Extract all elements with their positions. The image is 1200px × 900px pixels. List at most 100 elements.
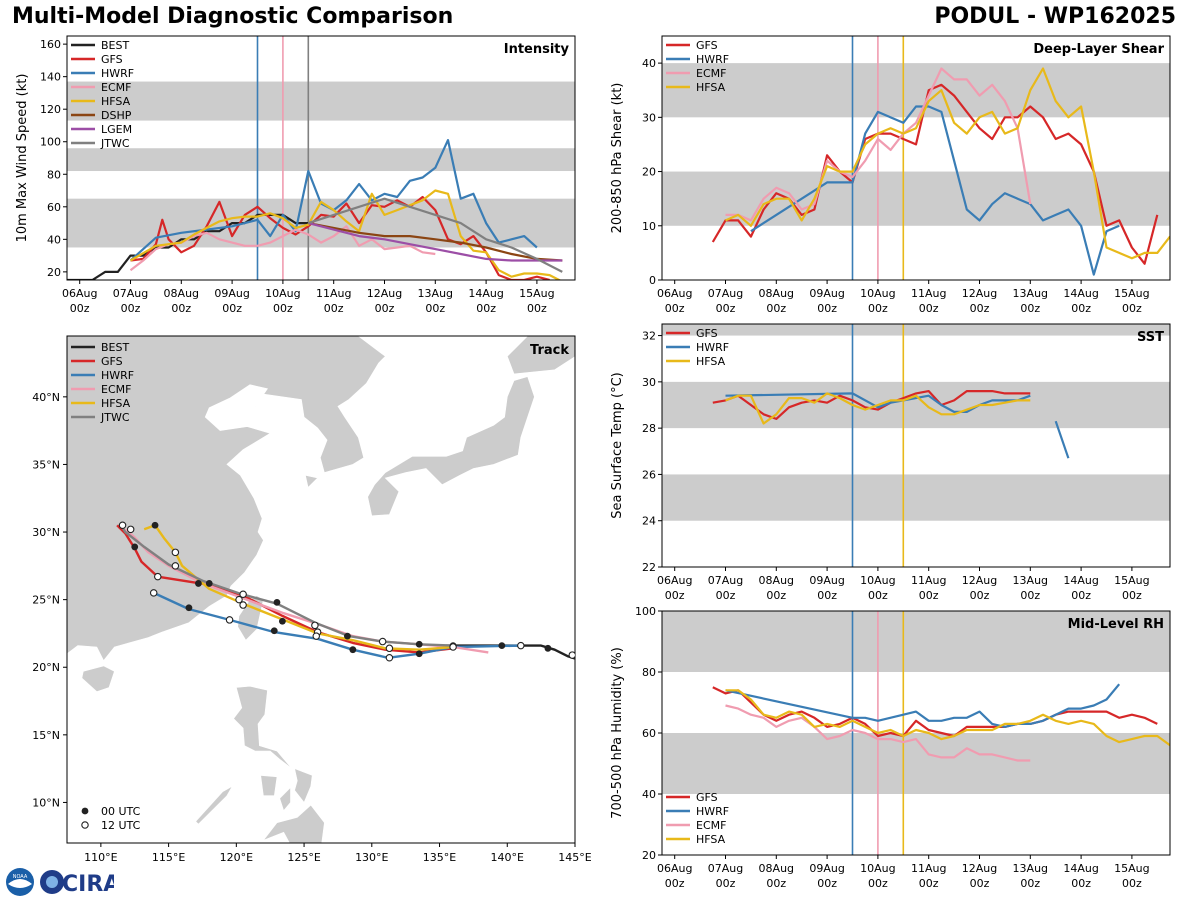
shear-xtick-label-hour: 00z xyxy=(1020,302,1040,315)
intensity-xtick-label-hour: 00z xyxy=(171,302,191,315)
track-legend-label-gfs: GFS xyxy=(101,355,123,368)
shear-shade-band xyxy=(662,171,1170,226)
shear-ytick-label: 30 xyxy=(642,111,656,124)
track-marker-00utc xyxy=(415,650,423,658)
track-marker-00utc xyxy=(273,598,281,606)
track-marker-00utc xyxy=(349,646,357,654)
track-legend-label-jtwc: JTWC xyxy=(100,411,130,424)
track-ytick-label: 35°N xyxy=(32,458,60,471)
shear-xtick-label-hour: 00z xyxy=(868,302,888,315)
intensity-legend-label-hwrf: HWRF xyxy=(101,67,134,80)
rh-ytick-label: 60 xyxy=(642,727,656,740)
sst-plot-area xyxy=(662,324,1170,567)
sst-xtick-label-hour: 00z xyxy=(1122,589,1142,602)
noaa-logo-text: NOAA xyxy=(13,874,28,880)
sst-xtick-label: 10Aug xyxy=(860,574,895,587)
shear-legend-label-hwrf: HWRF xyxy=(696,53,729,66)
track-marker-12utc xyxy=(171,562,180,570)
sst-xtick-label-hour: 00z xyxy=(919,589,939,602)
intensity-xtick-label-hour: 00z xyxy=(527,302,547,315)
rh-xtick-label-hour: 00z xyxy=(817,877,837,890)
shear-series-ecmf xyxy=(725,67,1032,222)
rh-ylabel: 700-500 hPa Humidity (%) xyxy=(610,647,625,819)
shear-xtick-label-hour: 00z xyxy=(665,302,685,315)
rh-series-hfsa xyxy=(725,689,1170,747)
sst-xtick-label-hour: 00z xyxy=(1071,589,1091,602)
sst-xtick-label: 12Aug xyxy=(962,574,997,587)
intensity-xtick-label-hour: 00z xyxy=(375,302,395,315)
rh-panel: 20 40 60 80 100 06Aug 00z 07Aug 00z 08Aug 00z 09Aug… xyxy=(610,605,1171,890)
intensity-ylabel: 10m Max Wind Speed (kt) xyxy=(15,74,30,243)
track-marker-12utc xyxy=(239,590,247,598)
sst-shade-band xyxy=(662,381,1170,429)
track-xtick-label: 135°E xyxy=(423,851,456,864)
track-ytick-label: 30°N xyxy=(32,526,60,539)
shear-xtick-label-hour: 00z xyxy=(766,302,786,315)
jeju-island xyxy=(305,474,319,488)
shear-xtick-label: 07Aug xyxy=(708,287,743,300)
shear-xtick-label: 12Aug xyxy=(962,287,997,300)
sst-xtick-label: 06Aug xyxy=(657,574,692,587)
agency-logos: NOAA CIRA xyxy=(6,868,114,897)
intensity-xtick-label-hour: 00z xyxy=(273,302,293,315)
cebu-island xyxy=(279,786,291,812)
sst-xtick-label-hour: 00z xyxy=(868,589,888,602)
shear-xtick-label-hour: 00z xyxy=(970,302,990,315)
intensity-xtick-label: 11Aug xyxy=(316,287,351,300)
sst-xtick-label-hour: 00z xyxy=(716,589,736,602)
track-marker-12utc xyxy=(378,637,387,646)
track-ytick-label: 25°N xyxy=(32,594,60,607)
shear-legend-label-hfsa: HFSA xyxy=(696,81,726,94)
rh-shade-band xyxy=(662,611,1170,672)
rh-ytick-label: 40 xyxy=(642,788,656,801)
track-marker-12utc xyxy=(239,601,247,609)
sst-xtick-label-hour: 00z xyxy=(766,589,786,602)
intensity-shade-band xyxy=(67,198,575,248)
sst-xtick-label: 11Aug xyxy=(911,574,946,587)
shear-xtick-label: 10Aug xyxy=(860,287,895,300)
cira-logo: CIRA xyxy=(40,870,114,897)
track-marker-12utc xyxy=(385,654,394,662)
storm-id-title: PODUL - WP162025 xyxy=(934,4,1176,29)
shear-series-hfsa xyxy=(725,67,1170,260)
track-marker-00utc xyxy=(278,617,286,625)
intensity-xtick-label: 09Aug xyxy=(214,287,249,300)
intensity-xtick-label: 14Aug xyxy=(468,287,503,300)
track-xtick-label: 145°E xyxy=(558,851,591,864)
sst-panel-title: SST xyxy=(1137,330,1164,345)
intensity-ytick-label: 120 xyxy=(40,103,61,116)
shear-xtick-label-hour: 00z xyxy=(817,302,837,315)
track-marker-12utc xyxy=(149,589,158,597)
track-legend-label-hfsa: HFSA xyxy=(101,397,131,410)
intensity-series-jtwc xyxy=(307,197,563,273)
sst-ytick-label: 22 xyxy=(642,561,656,574)
intensity-ytick-label: 140 xyxy=(40,71,61,84)
sst-ytick-label: 32 xyxy=(642,330,656,343)
rh-xtick-label-hour: 00z xyxy=(665,877,685,890)
track-legend-label-12utc: 12 UTC xyxy=(101,819,141,832)
sst-ytick-label: 30 xyxy=(642,376,656,389)
intensity-ytick-label: 20 xyxy=(47,266,61,279)
rh-xtick-label: 12Aug xyxy=(962,862,997,875)
intensity-ytick-label: 60 xyxy=(47,201,61,214)
shear-shade-band xyxy=(662,63,1170,118)
intensity-ytick-label: 100 xyxy=(40,136,61,149)
track-marker-00utc xyxy=(544,644,552,652)
track-xtick-label: 120°E xyxy=(220,851,253,864)
sst-legend-label-gfs: GFS xyxy=(696,327,718,340)
intensity-xtick-label-hour: 00z xyxy=(222,302,242,315)
track-marker-12utc xyxy=(235,595,243,604)
shear-legend-label-ecmf: ECMF xyxy=(696,67,726,80)
intensity-legend-label-jtwc: JTWC xyxy=(100,137,130,150)
intensity-series-gfs xyxy=(130,195,550,280)
track-marker-12utc xyxy=(311,621,319,630)
track-ytick-label: 20°N xyxy=(32,661,60,674)
mainland-asia xyxy=(67,336,386,662)
sst-shade-band xyxy=(662,474,1170,521)
track-xtick-label: 130°E xyxy=(355,851,388,864)
intensity-xtick-label-hour: 00z xyxy=(476,302,496,315)
shear-xtick-label: 11Aug xyxy=(911,287,946,300)
intensity-xtick-label-hour: 00z xyxy=(425,302,445,315)
track-ytick-label: 40°N xyxy=(32,391,60,404)
sst-ytick-label: 28 xyxy=(642,422,656,435)
